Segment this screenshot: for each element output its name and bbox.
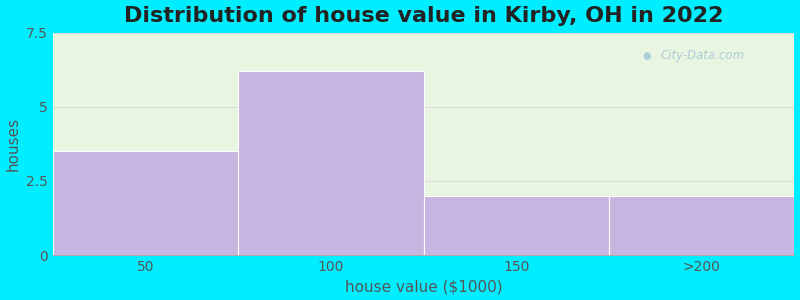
Bar — [53, 151, 238, 255]
Bar — [238, 71, 424, 255]
Bar — [424, 196, 609, 255]
Title: Distribution of house value in Kirby, OH in 2022: Distribution of house value in Kirby, OH… — [124, 6, 723, 26]
Bar — [609, 196, 794, 255]
Y-axis label: houses: houses — [6, 117, 21, 171]
X-axis label: house value ($1000): house value ($1000) — [345, 279, 502, 294]
Text: City-Data.com: City-Data.com — [661, 49, 745, 62]
Text: ●: ● — [642, 51, 651, 61]
